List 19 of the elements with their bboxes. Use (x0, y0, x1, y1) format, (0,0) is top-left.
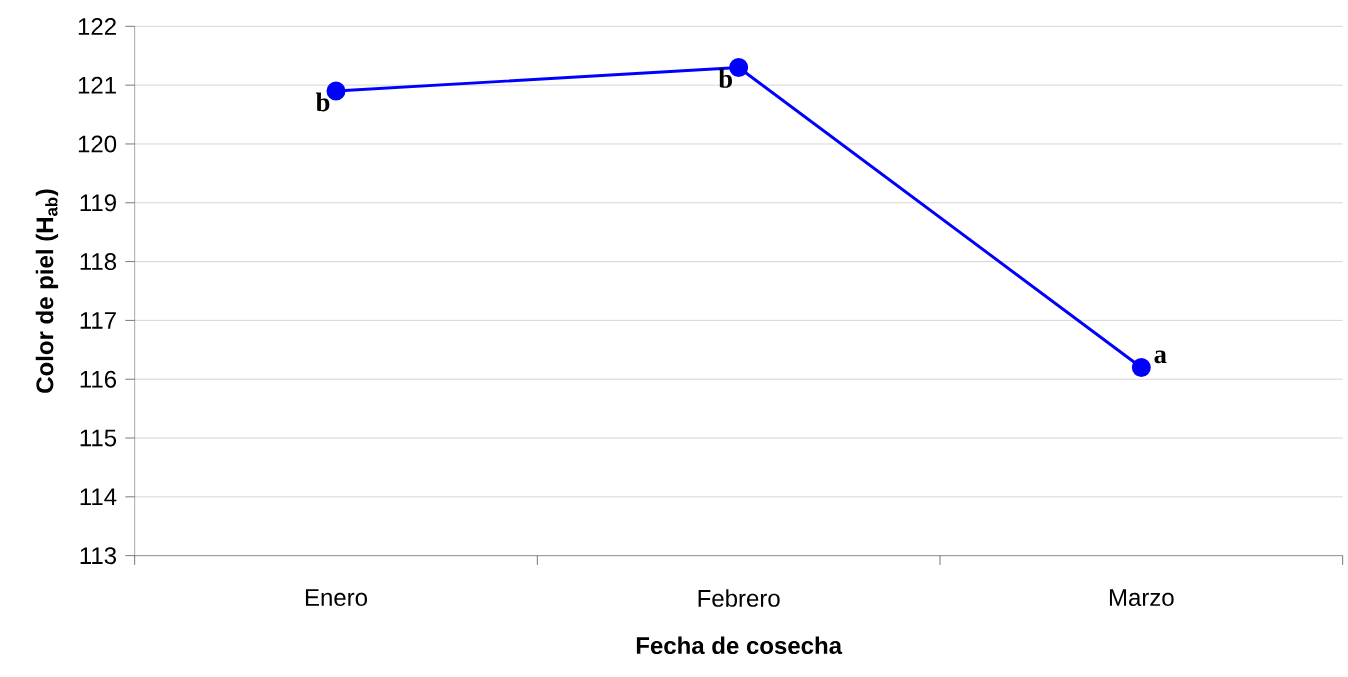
annotation: b (718, 69, 732, 88)
y-tick-label: 122 (78, 17, 116, 35)
x-axis-title: Fecha de cosecha (636, 636, 843, 655)
y-tick-label: 118 (80, 253, 117, 271)
y-tick-label: 121 (78, 76, 116, 94)
y-tick-label: 117 (80, 312, 116, 329)
y-tick-label: 113 (80, 547, 117, 565)
x-tick-label: Enero (305, 589, 368, 606)
annotation: a (1154, 350, 1167, 364)
y-tick-label: 116 (80, 370, 117, 388)
point (1131, 357, 1151, 377)
annotation: b (315, 92, 330, 112)
x-tick-label: Febrero (698, 589, 780, 607)
y-tick-label: 120 (78, 135, 117, 153)
y-tick-label: 114 (80, 488, 117, 506)
y-tick-label: 115 (80, 429, 117, 447)
x-tick-label: Marzo (1109, 589, 1174, 606)
y-axis-title: Color de piel (H$_{ab}$) (35, 189, 59, 393)
y-tick-label: 119 (80, 194, 116, 212)
